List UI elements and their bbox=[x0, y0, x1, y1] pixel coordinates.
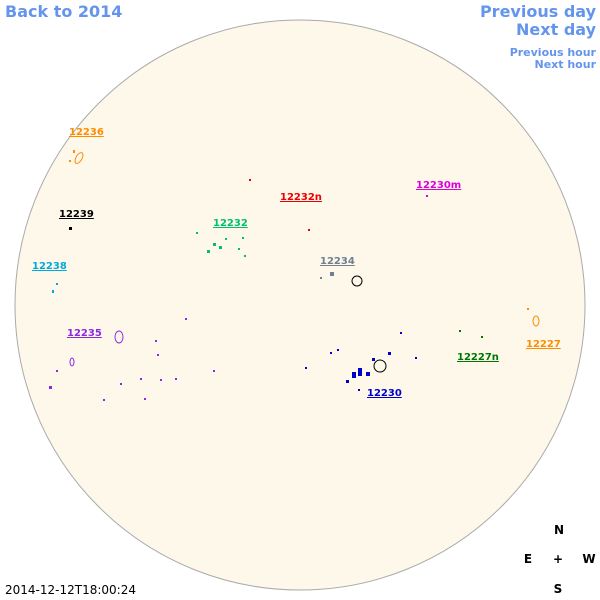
compass-south: S bbox=[554, 582, 563, 596]
compass-west: W bbox=[582, 552, 595, 566]
next-day-link[interactable]: Next day bbox=[516, 20, 597, 39]
region-label: 12234 bbox=[320, 256, 355, 267]
region-spots bbox=[249, 179, 310, 231]
region-label: 12227n bbox=[457, 352, 499, 363]
region-spots bbox=[459, 330, 483, 338]
timestamp: 2014-12-12T18:00:24 bbox=[5, 583, 136, 597]
region-spots bbox=[320, 272, 363, 287]
region-spots bbox=[196, 232, 246, 257]
previous-day-link[interactable]: Previous day bbox=[480, 2, 597, 21]
region-spots bbox=[426, 195, 428, 197]
compass-north: N bbox=[554, 523, 564, 537]
region-spots bbox=[69, 150, 84, 164]
region-label: 12239 bbox=[59, 209, 94, 220]
region-spots bbox=[527, 308, 540, 327]
region-label: 12235 bbox=[67, 328, 102, 339]
compass-center: + bbox=[553, 552, 563, 566]
solar-disk bbox=[14, 19, 586, 591]
region-label: 12232 bbox=[213, 218, 248, 229]
region-spots bbox=[49, 318, 215, 401]
region-label: 12236 bbox=[69, 127, 104, 138]
previous-hour-link[interactable]: Previous hour bbox=[510, 46, 597, 59]
region-spots bbox=[305, 332, 417, 391]
compass-east: E bbox=[524, 552, 532, 566]
region-label: 12238 bbox=[32, 261, 67, 272]
region-label: 12230m bbox=[416, 180, 461, 191]
region-label: 12232n bbox=[280, 192, 322, 203]
back-link[interactable]: Back to 2014 bbox=[5, 2, 122, 21]
region-label: 12230 bbox=[367, 388, 402, 399]
region-spots bbox=[52, 283, 58, 293]
next-hour-link[interactable]: Next hour bbox=[535, 58, 597, 71]
region-label: 12227 bbox=[526, 339, 561, 350]
region-spots bbox=[69, 227, 72, 230]
